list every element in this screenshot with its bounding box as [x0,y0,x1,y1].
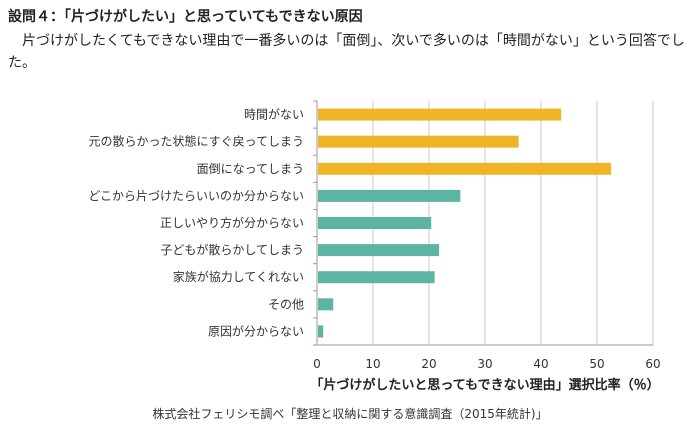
category-label: 元の散らかった状態にすぐ戻ってしまう [88,134,304,149]
page-title: 設問４：「片づけがしたい」と思っていてもできない原因 [8,9,363,25]
bar [318,162,611,175]
category-label: 面倒になってしまう [197,162,304,176]
source-note: 株式会社フェリシモ調べ「整理と収納に関する意識調査（2015年統計)」 [152,407,548,421]
category-label: どこから片づけたらいいのか分からない [88,189,304,203]
category-label: 時間がない [244,107,304,122]
x-tick-label: 0 [313,357,321,371]
bar [318,325,324,338]
description: 片づけがしたくてもできない理由で一番多いのは「面倒」、次いで多いのは「時間がない… [8,33,685,71]
category-label: 家族が協力してくれない [173,269,304,284]
x-tick-label: 40 [533,357,548,371]
category-label: 正しいやり方が分からない [160,215,304,230]
bar [318,135,519,148]
x-tick-label: 30 [477,357,492,371]
bar [318,108,562,121]
bar [318,244,440,257]
x-tick-label: 10 [365,357,380,371]
bar [318,298,334,311]
category-label: その他 [268,297,304,311]
bar [318,217,432,229]
category-label: 原因が分からない [208,323,304,338]
bar [318,189,461,202]
x-tick-label: 60 [645,357,660,371]
x-axis-label: 「片づけがしたいと思ってもできない理由」選択比率（％） [310,377,659,393]
bar [318,271,435,284]
x-tick-label: 50 [589,357,604,371]
x-tick-label: 20 [421,357,436,371]
category-label: 子どもが散らかしてしまう [160,242,304,257]
